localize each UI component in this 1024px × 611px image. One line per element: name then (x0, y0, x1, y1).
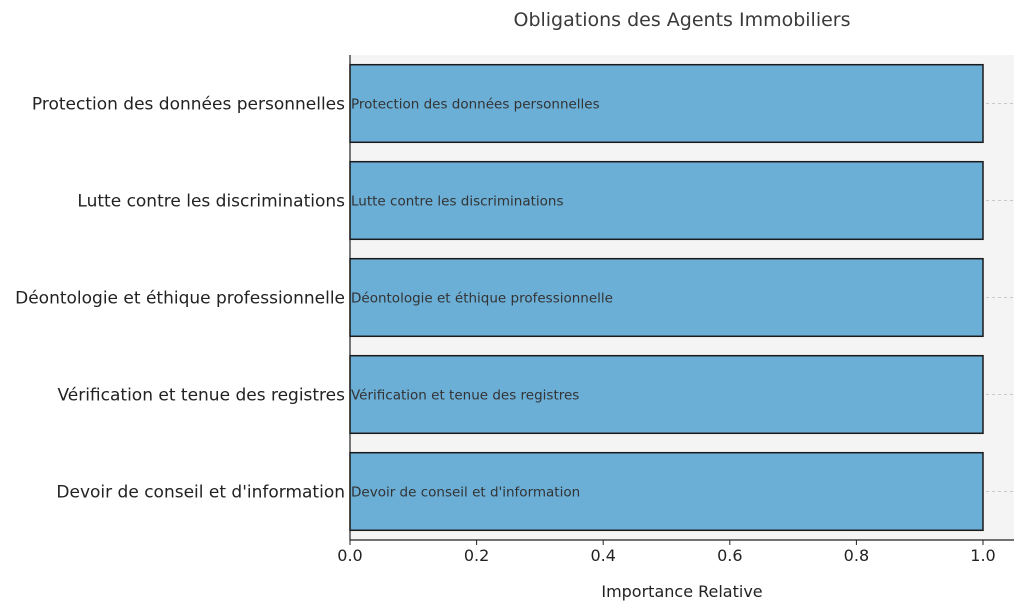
y-tick-label: Vérification et tenue des registres (57, 386, 345, 406)
x-axis: 0.0 0.2 0.4 0.6 0.8 1.0 (337, 55, 1014, 565)
y-tick-label: Protection des données personnelles (32, 95, 345, 115)
bar-label: Déontologie et éthique professionnelle (351, 291, 613, 307)
chart-title: Obligations des Agents Immobiliers (513, 9, 850, 31)
bar (349, 160, 984, 241)
bar-labels: Protection des données personnelles Lutte… (351, 97, 613, 501)
x-tick-label: 0.6 (717, 546, 742, 565)
bar (349, 257, 984, 338)
y-axis-labels: Protection des données personnelles Lutte… (15, 95, 345, 503)
x-tick-label: 0.8 (844, 546, 869, 565)
x-tick-label: 0.2 (464, 546, 489, 565)
bar-label: Vérification et tenue des registres (351, 388, 579, 404)
bar (349, 451, 984, 532)
x-tick-label: 0.0 (337, 546, 362, 565)
x-tick-label: 0.4 (590, 546, 615, 565)
y-tick-label: Devoir de conseil et d'information (56, 483, 345, 503)
x-axis-label: Importance Relative (601, 582, 762, 601)
bars (349, 63, 984, 532)
bar-label: Lutte contre les discriminations (351, 194, 564, 210)
bar-label: Protection des données personnelles (351, 97, 600, 113)
y-tick-label: Déontologie et éthique professionnelle (15, 289, 345, 309)
x-tick-label: 1.0 (970, 546, 995, 565)
bar-label: Devoir de conseil et d'information (351, 485, 580, 501)
bar (349, 354, 984, 435)
y-tick-label: Lutte contre les discriminations (77, 192, 345, 212)
